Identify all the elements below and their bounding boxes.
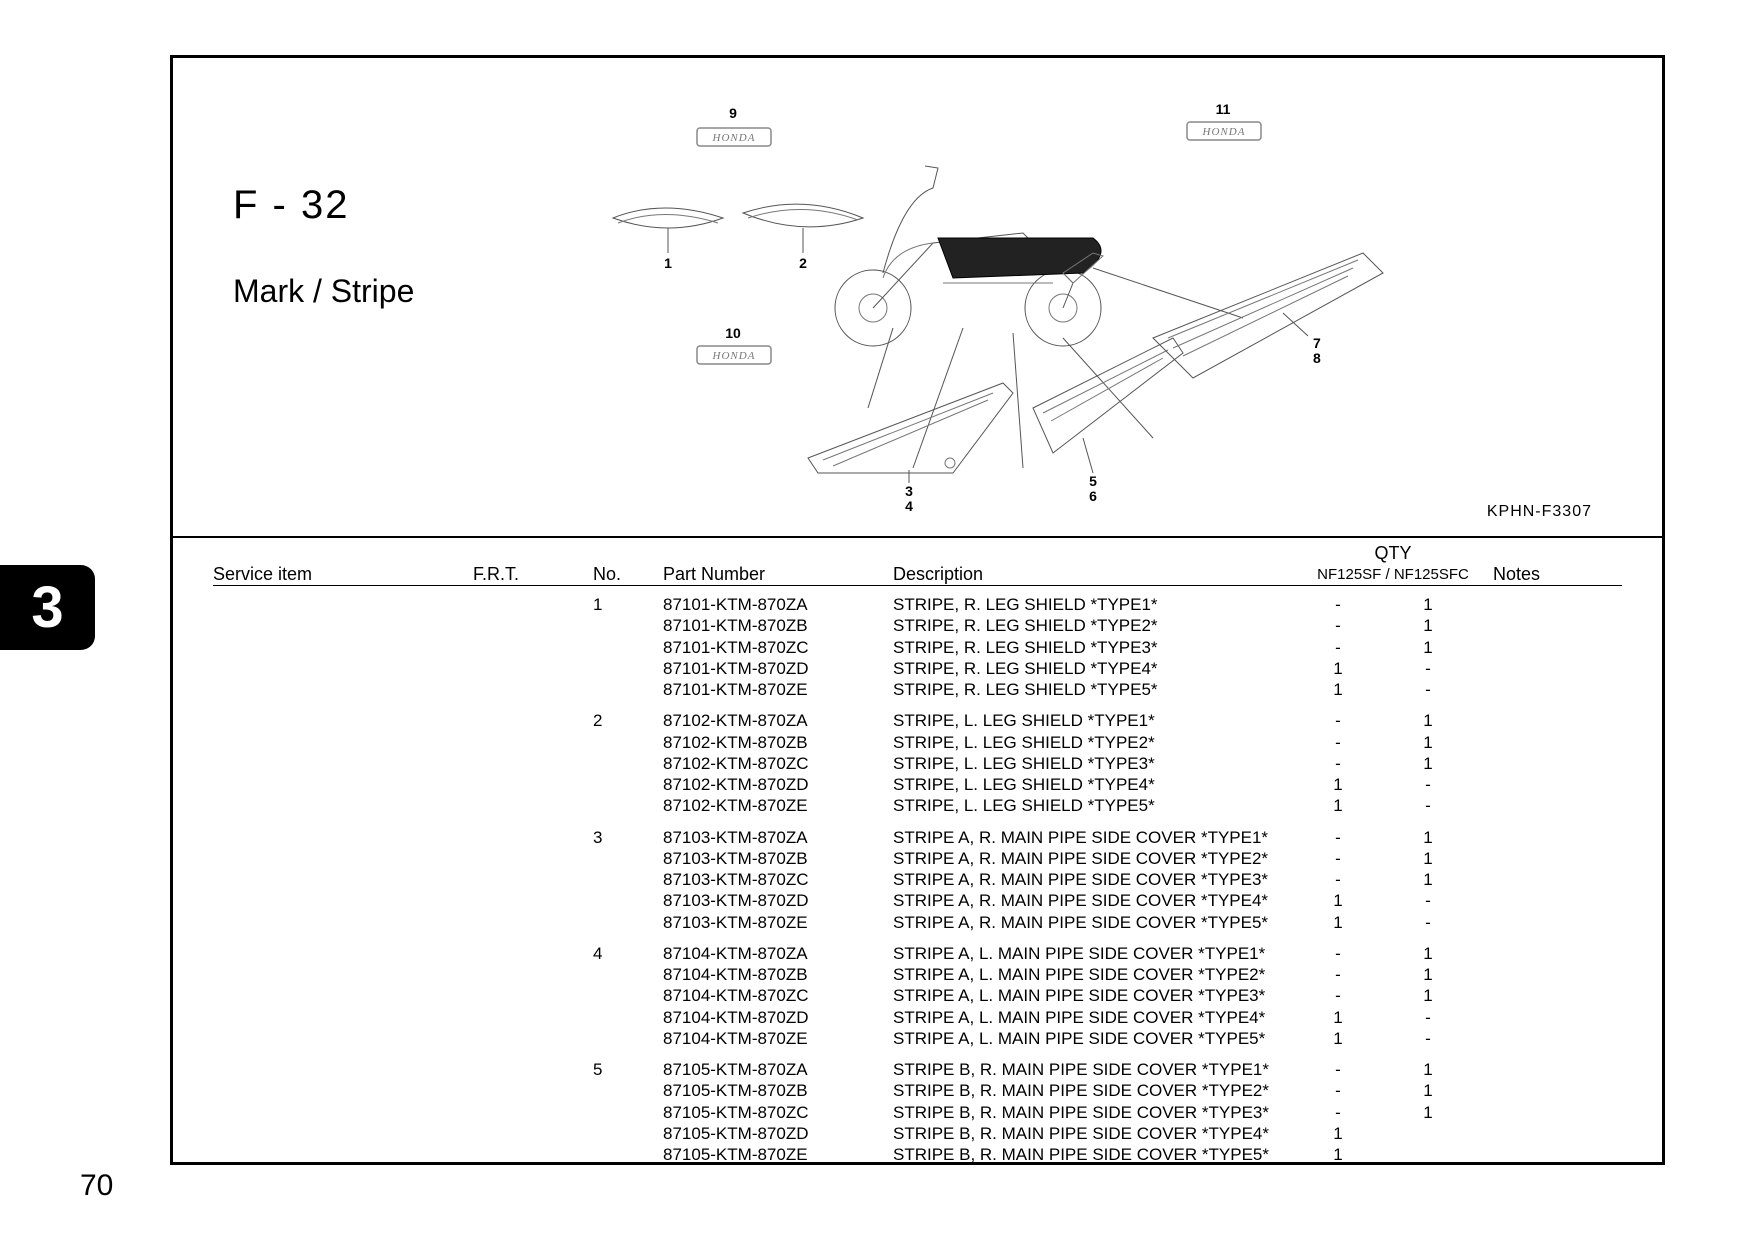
part-group: 487104-KTM-870ZA87104-KTM-870ZB87104-KTM…	[213, 943, 1622, 1049]
section-title: Mark / Stripe	[233, 273, 414, 310]
col-frt: F.R.T.	[473, 564, 593, 585]
col-notes: Notes	[1493, 564, 1613, 585]
callout-2: 2	[799, 255, 807, 271]
col-qty: QTY NF125SF / NF125SFC	[1293, 543, 1493, 585]
honda-logo-9: HONDA	[712, 132, 756, 144]
diagram-code: KPHN-F3307	[1487, 503, 1592, 521]
honda-logo-10: HONDA	[712, 350, 756, 362]
part-group: 187101-KTM-870ZA87101-KTM-870ZB87101-KTM…	[213, 594, 1622, 700]
section-tab: 3	[0, 565, 95, 650]
callout-10: 10	[725, 325, 741, 341]
callout-3: 3	[905, 483, 913, 499]
callout-4: 4	[905, 498, 913, 514]
callout-9: 9	[729, 105, 737, 121]
honda-logo-11: HONDA	[1202, 126, 1246, 138]
page-number: 70	[80, 1169, 113, 1203]
col-no: No.	[593, 564, 663, 585]
motorcycle-icon	[835, 166, 1103, 346]
part-group: 387103-KTM-870ZA87103-KTM-870ZB87103-KTM…	[213, 827, 1622, 933]
callout-11: 11	[1216, 101, 1231, 117]
parts-diagram: 9 HONDA 10 HONDA 11 HONDA 1 2	[593, 78, 1613, 518]
diagram-area: F - 32 Mark / Stripe 9 HONDA 10 HONDA 11…	[173, 58, 1662, 538]
callout-5: 5	[1089, 473, 1097, 489]
table-header: Service item F.R.T. No. Part Number Desc…	[213, 538, 1622, 586]
parts-table: Service item F.R.T. No. Part Number Desc…	[173, 538, 1662, 1165]
callout-7: 7	[1313, 335, 1321, 351]
part-group: 287102-KTM-870ZA87102-KTM-870ZB87102-KTM…	[213, 710, 1622, 816]
col-desc: Description	[893, 564, 1293, 585]
part-group: 587105-KTM-870ZA87105-KTM-870ZB87105-KTM…	[213, 1059, 1622, 1165]
section-code: F - 32	[233, 183, 349, 228]
col-part: Part Number	[663, 564, 893, 585]
col-service: Service item	[213, 564, 473, 585]
callout-8: 8	[1313, 350, 1321, 366]
callout-6: 6	[1089, 488, 1097, 504]
page-frame: F - 32 Mark / Stripe 9 HONDA 10 HONDA 11…	[170, 55, 1665, 1165]
callout-1: 1	[664, 255, 672, 271]
